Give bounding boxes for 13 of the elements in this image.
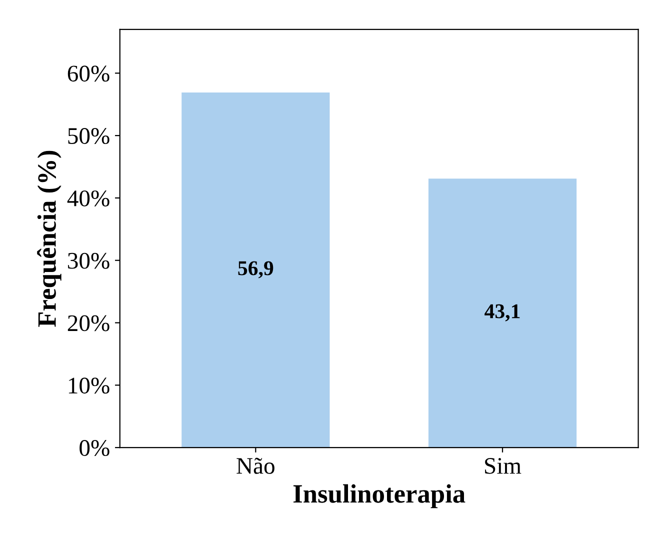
y-tick-label: 0% — [80, 440, 110, 456]
y-tick-label: 40% — [67, 190, 110, 206]
y-tick-label: 50% — [68, 128, 110, 144]
x-tick-label: Não — [236, 458, 274, 474]
y-tick-label: 60% — [68, 66, 110, 82]
data-label: 56,9 — [238, 261, 274, 278]
y-tick-label: 20% — [68, 315, 110, 332]
y-tick-label: 30% — [68, 252, 110, 269]
x-tick-label: Sim — [485, 458, 522, 474]
y-tick-label: 10% — [68, 378, 110, 394]
y-axis-title: Frequência (%) — [37, 150, 62, 327]
x-axis-title: Insulinoterapia — [293, 484, 466, 508]
data-label: 43,1 — [484, 304, 520, 322]
